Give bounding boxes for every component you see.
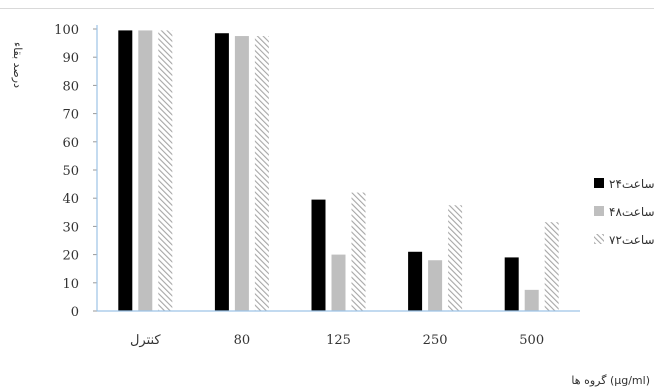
bar-series-2-cat-5 <box>524 289 539 311</box>
legend-swatch <box>594 234 604 244</box>
legend-label: ۴۸ساعت <box>609 205 654 219</box>
legend-swatch <box>594 178 604 188</box>
legend-swatch <box>594 206 604 216</box>
bar-series-3-cat-2 <box>254 36 269 312</box>
top-divider <box>0 8 654 9</box>
bars <box>118 30 559 312</box>
y-tick-label: 80 <box>62 79 79 94</box>
y-tick-label: 60 <box>62 136 79 151</box>
y-tick-label: 10 <box>62 277 79 292</box>
bar-series-3-cat-4 <box>448 205 463 311</box>
x-tick-label: کنترل <box>130 333 161 348</box>
x-tick-label: 125 <box>326 333 351 348</box>
bar-series-3-cat-5 <box>544 222 559 311</box>
x-tick-label: 80 <box>234 333 251 348</box>
x-axis-ticks: کنترل 80 125 250 500 <box>130 333 544 348</box>
legend: ۲۴ساعت ۴۸ساعت ۷۲ساعت <box>594 177 654 247</box>
bar-series-2-cat-2 <box>234 36 249 312</box>
x-tick-label: 250 <box>423 333 448 348</box>
y-axis-title: درصد بقاء <box>11 42 24 88</box>
bar-series-2-cat-3 <box>331 254 346 311</box>
bar-series-3-cat-1 <box>158 30 173 311</box>
bar-series-1-cat-5 <box>504 257 519 311</box>
bar-series-2-cat-4 <box>428 260 443 311</box>
bar-series-1-cat-4 <box>408 251 423 311</box>
y-tick-label: 100 <box>54 23 79 38</box>
bar-series-1-cat-3 <box>311 199 326 311</box>
bar-series-2-cat-1 <box>138 30 153 311</box>
legend-label: ۷۲ساعت <box>609 233 654 247</box>
y-tick-label: 50 <box>62 164 79 179</box>
y-tick-label: 0 <box>71 305 79 320</box>
x-axis-title: گروه ها (μg/ml) <box>571 374 650 387</box>
x-tick-label: 500 <box>519 333 544 348</box>
y-tick-label: 40 <box>62 192 79 207</box>
axes <box>96 25 580 312</box>
y-tick-label: 90 <box>62 51 79 66</box>
y-tick-label: 20 <box>62 249 79 264</box>
y-axis-ticks: 0 10 20 30 40 50 60 70 80 90 100 <box>54 23 97 320</box>
bar-series-3-cat-3 <box>351 192 366 311</box>
bar-series-1-cat-1 <box>118 30 133 311</box>
bar-series-1-cat-2 <box>214 33 229 311</box>
y-tick-label: 30 <box>62 220 79 235</box>
y-tick-label: 70 <box>62 108 79 123</box>
legend-label: ۲۴ساعت <box>609 177 654 191</box>
